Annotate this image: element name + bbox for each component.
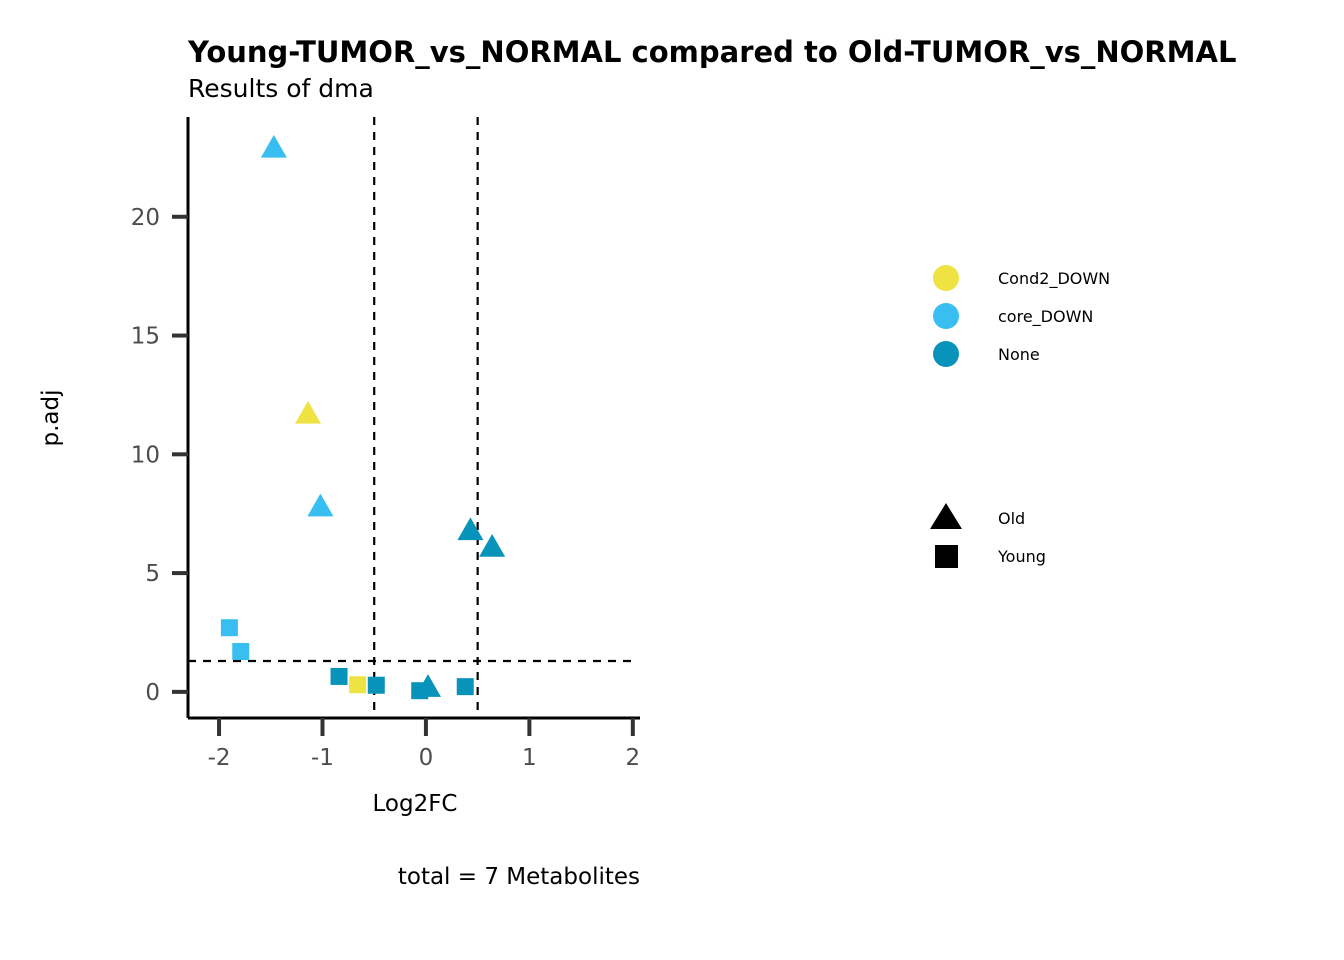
- point-square: [349, 676, 367, 694]
- point-triangle: [457, 517, 484, 541]
- x-axis-title: Log2FC: [372, 791, 457, 817]
- y-axis-ticks: 0 5 10 15 20: [131, 205, 188, 706]
- x-tick-label: -1: [311, 745, 334, 771]
- point-triangle: [260, 134, 287, 158]
- axes: [186, 117, 640, 720]
- y-tick-label: 0: [145, 680, 160, 706]
- x-tick-label: 2: [626, 745, 641, 771]
- y-tick-label: 10: [131, 442, 160, 468]
- chart-caption: total = 7 Metabolites: [398, 864, 640, 890]
- chart-title: Young-TUMOR_vs_NORMAL compared to Old-TU…: [187, 35, 1236, 69]
- legend-shape-key: [935, 545, 958, 568]
- y-axis-title: p.adj: [38, 390, 64, 447]
- y-tick-label: 15: [131, 324, 160, 350]
- legend-color-key: [933, 303, 959, 329]
- x-tick-label: 1: [522, 745, 537, 771]
- y-tick-label: 20: [131, 205, 160, 231]
- reference-lines: [188, 117, 638, 718]
- legend-color-label: Cond2_DOWN: [998, 269, 1110, 289]
- data-points: [220, 134, 506, 700]
- legend-shape-key: [930, 503, 962, 529]
- x-axis-ticks: -2 -1 0 1 2: [208, 718, 641, 771]
- point-square: [232, 642, 250, 660]
- point-triangle: [307, 493, 334, 517]
- shape-legend: Old Young: [930, 503, 1046, 568]
- legend-shape-label: Old: [998, 509, 1025, 528]
- color-legend: Cond2_DOWN core_DOWN None: [933, 265, 1110, 367]
- legend-color-label: None: [998, 345, 1040, 364]
- chart-subtitle: Results of dma: [188, 74, 374, 103]
- point-triangle: [295, 400, 321, 424]
- y-tick-label: 5: [145, 561, 160, 587]
- point-square: [330, 667, 348, 685]
- point-triangle: [479, 533, 506, 557]
- legend-color-label: core_DOWN: [998, 307, 1093, 327]
- legend-color-key: [933, 265, 959, 291]
- legend-color-key: [933, 341, 959, 367]
- legend-shape-label: Young: [997, 547, 1046, 566]
- point-square: [367, 676, 385, 694]
- x-tick-label: -2: [208, 745, 231, 771]
- point-square: [411, 682, 429, 700]
- point-square: [456, 678, 474, 696]
- x-tick-label: 0: [419, 745, 434, 771]
- point-square: [220, 619, 238, 637]
